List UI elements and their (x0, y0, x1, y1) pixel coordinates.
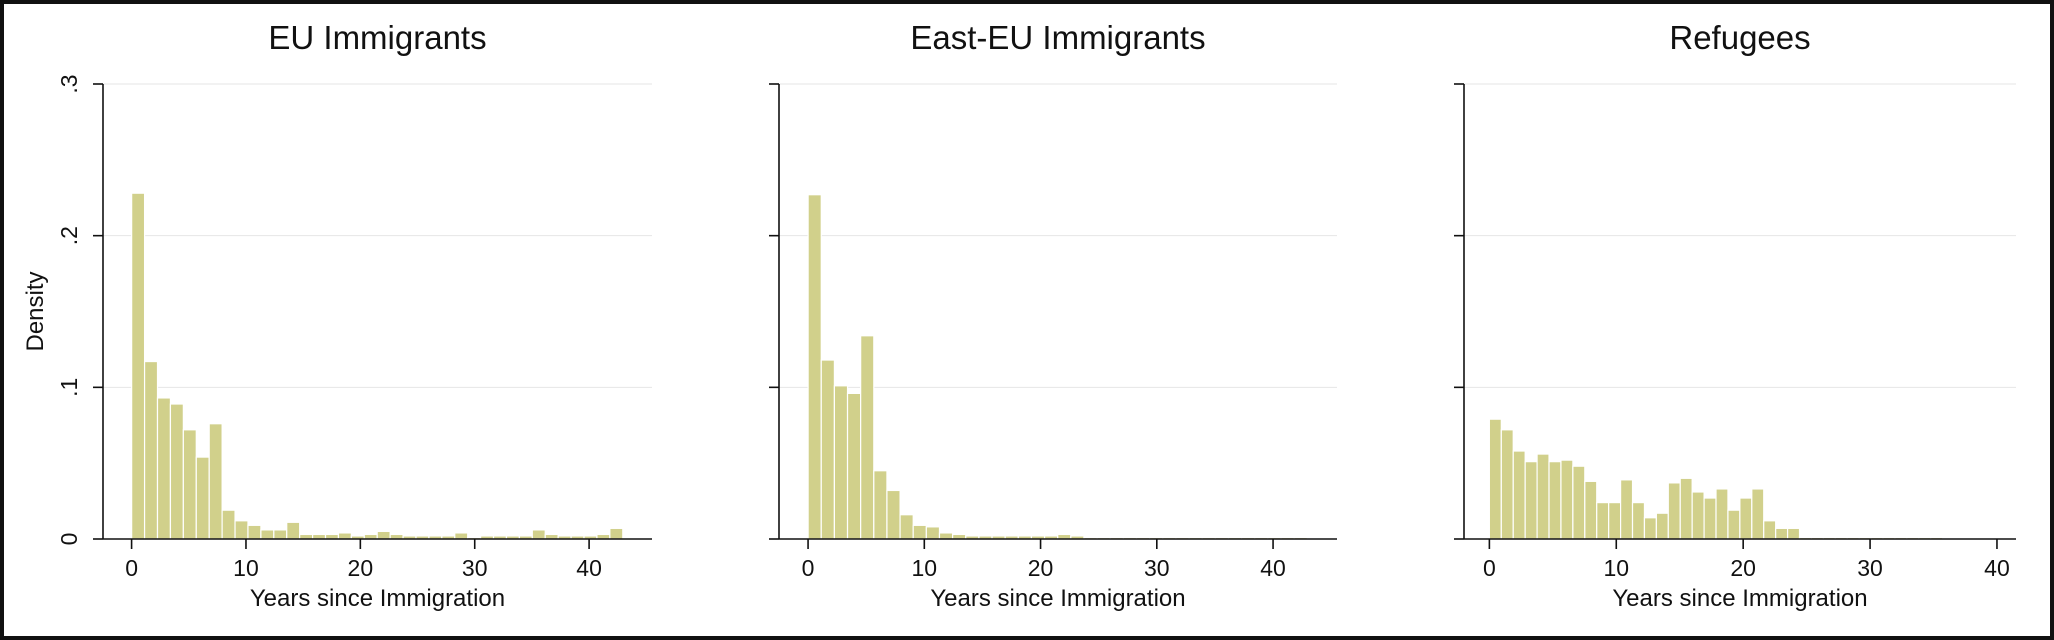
panel-1-bar-6 (208, 423, 223, 540)
panel-3-bar-19 (1715, 488, 1729, 540)
panel-3-bar-18 (1703, 497, 1717, 540)
panel-1-bar-12 (286, 521, 301, 540)
panel-2-bar-9 (925, 526, 941, 540)
panel-1-bar-8 (234, 520, 249, 540)
panel-2-xtick-label-2: 20 (1028, 555, 1054, 581)
panel-1-y-axis-label: Density (22, 271, 49, 351)
panel-3-bar-9 (1596, 502, 1610, 540)
panel-3-bar-5 (1548, 461, 1562, 540)
panel-3-bar-4 (1536, 453, 1550, 540)
panel-3-bar-2 (1512, 450, 1526, 540)
panel-1-bar-31 (531, 529, 546, 540)
panel-3-bar-16 (1679, 477, 1693, 540)
panel-2-bar-10 (938, 532, 954, 540)
panel-2-bar-4 (860, 335, 875, 540)
panel-2-bar-2 (833, 385, 849, 540)
panel-3-bar-15 (1667, 482, 1681, 540)
panel-1-bar-5 (195, 456, 210, 540)
panel-1-bar-3 (169, 403, 184, 540)
panel-3-xtick-label-4: 40 (1984, 555, 2010, 581)
panel-2-xtick-label-4: 40 (1260, 555, 1286, 581)
panel-2-xtick-label-0: 0 (802, 555, 815, 581)
panel-1-title: EU Immigrants (268, 19, 486, 56)
panel-2-bar-8 (912, 524, 927, 540)
panel-1-bar-19 (376, 530, 391, 540)
panel-1-ytick-label-0: 0 (56, 533, 82, 546)
panel-2-bar-3 (846, 392, 862, 540)
panel-2-bar-7 (899, 514, 914, 540)
panel-2-bar-6 (886, 489, 901, 540)
panel-1-x-axis-label: Years since Immigration (250, 585, 505, 612)
panel-2-xtick-label-1: 10 (912, 555, 938, 581)
panel-1-bar-16 (337, 532, 352, 540)
panel-1-xtick-label-0: 0 (125, 555, 138, 581)
panel-1-ytick-label-2: .2 (56, 226, 82, 245)
panel-2-xtick-label-3: 30 (1144, 555, 1170, 581)
panel-3-bar-8 (1584, 480, 1598, 540)
panel-1-xtick-label-2: 20 (348, 555, 374, 581)
panel-3-bar-17 (1691, 491, 1705, 540)
panel-1-bar-0 (131, 192, 146, 540)
panel-3-xtick-label-1: 10 (1603, 555, 1629, 581)
panel-1-bar-7 (221, 509, 236, 540)
panel-3-bar-13 (1643, 517, 1657, 540)
panel-3-bar-11 (1619, 479, 1634, 540)
panel-2-bar-5 (873, 470, 888, 540)
panel-1-bar-11 (273, 529, 288, 540)
panel-2-x-axis-label: Years since Immigration (930, 585, 1185, 612)
panel-3-bar-24 (1775, 527, 1789, 540)
panel-1-ytick-label-3: .3 (56, 74, 82, 93)
panel-1-bar-25 (454, 532, 469, 540)
panel-3-bar-7 (1572, 465, 1586, 540)
panel-3-title: Refugees (1669, 19, 1810, 56)
panel-3-bar-14 (1655, 512, 1669, 540)
panel-3-x-axis-label: Years since Immigration (1612, 585, 1867, 612)
panel-3-bar-0 (1488, 418, 1502, 540)
histogram-panels: 0 .1 .2 .3 0 10 20 30 40 EU Immigrants Years since… (22, 19, 2016, 612)
panel-3-bar-23 (1763, 520, 1777, 540)
panel-1-bar-10 (260, 529, 275, 540)
panel-1-bar-4 (182, 429, 197, 540)
panel-3-xtick-label-0: 0 (1483, 555, 1496, 581)
panel-3-bar-25 (1786, 527, 1801, 540)
panel-3-xtick-label-2: 20 (1730, 555, 1756, 581)
panel-1-xtick-label-1: 10 (233, 555, 259, 581)
panel-2-bar-1 (820, 359, 835, 540)
panel-1-bar-2 (156, 397, 172, 540)
panel-1-bar-9 (247, 524, 262, 540)
panel-3-bar-20 (1727, 509, 1741, 540)
panel-3-bar-22 (1751, 488, 1765, 540)
panel-2-bar-0 (807, 194, 822, 540)
panel-3-bar-12 (1631, 502, 1646, 540)
panel-3-bar-6 (1560, 459, 1574, 540)
panel-3-bar-10 (1608, 502, 1622, 540)
panel-2-title: East-EU Immigrants (910, 19, 1205, 56)
panel-1-xtick-label-4: 40 (576, 555, 602, 581)
panel-1-ytick-label-1: .1 (56, 378, 82, 397)
panel-1-bar-1 (143, 360, 159, 540)
panel-1-bar-37 (609, 527, 624, 540)
panel-3-xtick-label-3: 30 (1857, 555, 1883, 581)
panel-3-bar-21 (1739, 497, 1753, 540)
panel-3-bar-3 (1524, 461, 1538, 540)
panel-3-bar-1 (1500, 429, 1514, 540)
panel-1-xtick-label-3: 30 (462, 555, 488, 581)
